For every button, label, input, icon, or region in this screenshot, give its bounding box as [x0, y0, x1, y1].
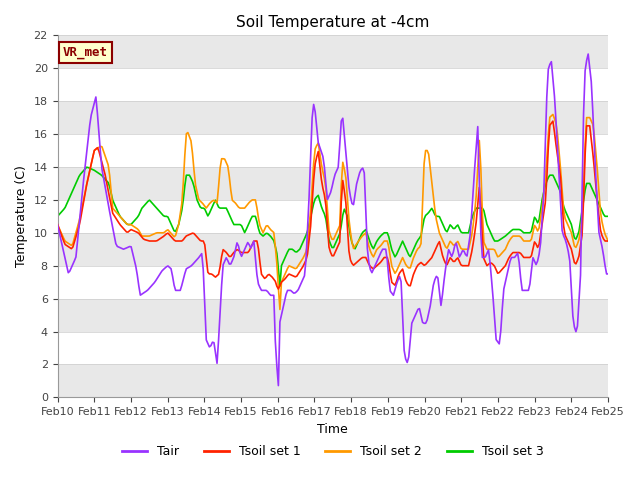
Y-axis label: Temperature (C): Temperature (C)	[15, 166, 28, 267]
Text: VR_met: VR_met	[63, 46, 108, 59]
X-axis label: Time: Time	[317, 422, 348, 436]
Legend: Tair, Tsoil set 1, Tsoil set 2, Tsoil set 3: Tair, Tsoil set 1, Tsoil set 2, Tsoil se…	[116, 441, 549, 464]
Bar	[58, 36, 608, 68]
Bar	[58, 364, 608, 397]
Title: Soil Temperature at -4cm: Soil Temperature at -4cm	[236, 15, 429, 30]
Bar	[58, 101, 608, 134]
Bar	[58, 299, 608, 332]
Bar	[58, 233, 608, 266]
Bar	[58, 167, 608, 200]
